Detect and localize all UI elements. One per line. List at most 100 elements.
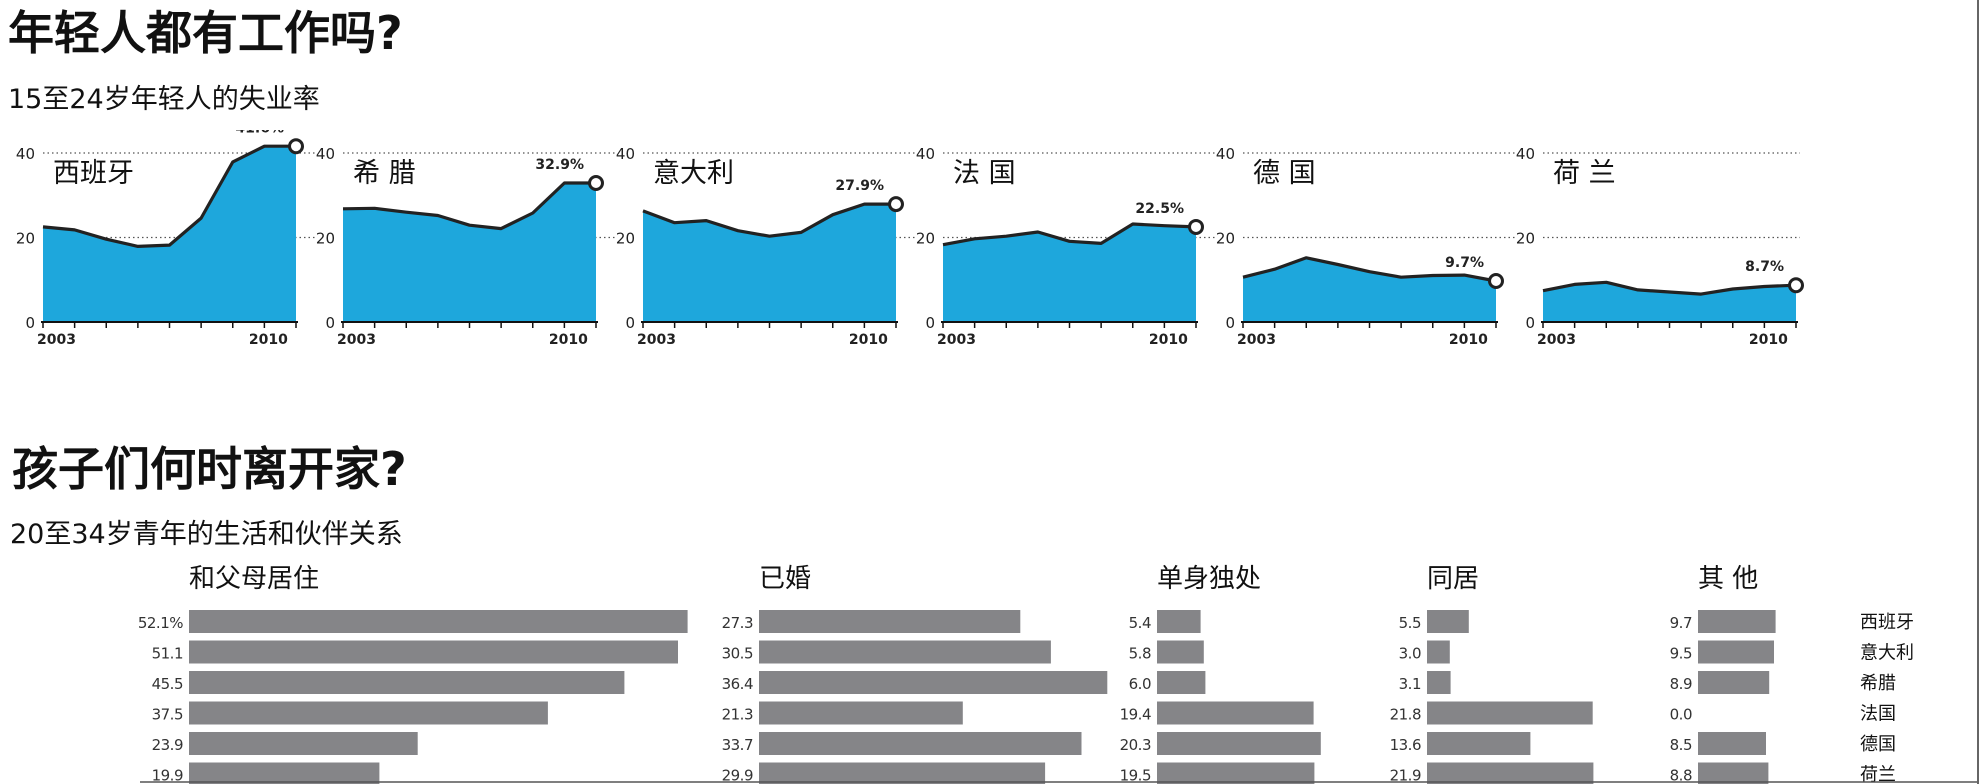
x-tick-label: 2010 bbox=[249, 332, 288, 348]
bar-value-label: 27.3 bbox=[722, 614, 753, 632]
y-tick-label: 40 bbox=[916, 145, 935, 163]
bar bbox=[1427, 640, 1450, 664]
bar-value-label: 19.5 bbox=[1120, 767, 1151, 784]
bar-group-0: 和父母居住 52.1% 51.1 45.5 37.5 23.9 19.9 bbox=[138, 564, 688, 784]
bar bbox=[759, 610, 1021, 633]
x-tick-label: 2003 bbox=[1537, 332, 1576, 348]
bar bbox=[1427, 732, 1531, 755]
series-line bbox=[1242, 256, 1497, 283]
area-fill bbox=[1243, 257, 1496, 322]
bar bbox=[189, 671, 625, 694]
y-tick-label: 0 bbox=[325, 314, 335, 332]
bar-group-header: 同居 bbox=[1427, 564, 1479, 594]
bar-value-label: 5.4 bbox=[1129, 614, 1151, 632]
area-panel-2: 0 20 40 27.9% 2003 2010 意大利 bbox=[616, 145, 916, 348]
unemployment-area-charts: 0 20 40 41.6% 2003 2010 西班牙 0 20 40 32.9% 2003 2010 希… bbox=[16, 130, 1804, 348]
bar bbox=[1157, 762, 1315, 784]
area-panel-0: 0 20 40 41.6% 2003 2010 西班牙 bbox=[16, 130, 316, 348]
panel-country-title: 西班牙 bbox=[53, 158, 134, 189]
end-point-marker bbox=[288, 138, 304, 155]
bar bbox=[1698, 732, 1766, 755]
bar-value-label: 5.5 bbox=[1399, 614, 1421, 632]
x-tick-label: 2003 bbox=[37, 332, 76, 348]
y-tick-label: 40 bbox=[616, 145, 635, 163]
section1-title: 年轻人都有工作吗? bbox=[8, 6, 403, 60]
y-tick-label: 40 bbox=[1216, 145, 1235, 163]
category-label: 意大利 bbox=[1860, 643, 1914, 664]
x-tick-label: 2003 bbox=[337, 332, 376, 348]
area-panel-3: 0 20 40 22.5% 2003 2010 法 国 bbox=[916, 145, 1216, 348]
bar-value-label: 45.5 bbox=[152, 675, 183, 693]
bar-group-header: 其 他 bbox=[1698, 564, 1758, 594]
bar bbox=[759, 762, 1046, 784]
bar-value-label: 36.4 bbox=[722, 675, 753, 693]
bar-value-label: 9.7 bbox=[1670, 614, 1692, 632]
end-value-label: 8.7% bbox=[1745, 259, 1784, 275]
bar bbox=[759, 640, 1051, 664]
bar-value-label: 37.5 bbox=[152, 706, 183, 724]
bar-group-header: 和父母居住 bbox=[189, 564, 319, 594]
y-tick-label: 0 bbox=[1525, 314, 1535, 332]
bar-value-label: 3.1 bbox=[1399, 675, 1421, 693]
y-tick-label: 0 bbox=[625, 314, 635, 332]
bar-value-label: 6.0 bbox=[1129, 675, 1151, 693]
end-point-marker bbox=[588, 174, 604, 191]
bar bbox=[759, 732, 1082, 755]
series-line bbox=[1542, 280, 1797, 296]
end-value-label: 27.9% bbox=[835, 178, 884, 194]
bar bbox=[1427, 701, 1593, 725]
end-value-label: 22.5% bbox=[1135, 201, 1184, 217]
panel-country-title: 意大利 bbox=[653, 158, 734, 189]
bar-value-label: 19.4 bbox=[1120, 706, 1151, 724]
x-tick-label: 2003 bbox=[937, 332, 976, 348]
bar bbox=[189, 701, 548, 725]
panel-country-title: 荷 兰 bbox=[1553, 158, 1616, 189]
category-label: 德国 bbox=[1860, 734, 1896, 755]
y-tick-label: 20 bbox=[1216, 230, 1235, 248]
y-tick-label: 0 bbox=[925, 314, 935, 332]
bar bbox=[189, 640, 678, 664]
section1-subtitle: 15至24岁年轻人的失业率 bbox=[8, 84, 320, 115]
bar bbox=[1698, 610, 1776, 633]
bar-value-label: 29.9 bbox=[722, 767, 753, 784]
bar-group-1: 已婚 27.3 30.5 36.4 21.3 33.7 29.9 bbox=[722, 564, 1108, 784]
page-right-border bbox=[1977, 0, 1979, 784]
bar bbox=[189, 732, 418, 755]
x-tick-label: 2003 bbox=[637, 332, 676, 348]
bar-value-label: 33.7 bbox=[722, 736, 753, 754]
bar-value-label: 21.8 bbox=[1390, 706, 1421, 724]
section2-title: 孩子们何时离开家? bbox=[12, 442, 407, 496]
bar-group-2: 单身独处 5.4 5.8 6.0 19.4 20.3 19.5 bbox=[1120, 564, 1321, 784]
bar-group-header: 单身独处 bbox=[1157, 564, 1261, 594]
bar-value-label: 5.8 bbox=[1129, 645, 1151, 663]
area-fill bbox=[343, 183, 596, 322]
bar bbox=[1157, 671, 1206, 694]
bar-value-label: 8.5 bbox=[1670, 736, 1692, 754]
y-tick-label: 0 bbox=[1225, 314, 1235, 332]
bar bbox=[759, 701, 963, 725]
bar bbox=[759, 671, 1108, 694]
bar-value-label: 8.8 bbox=[1670, 767, 1692, 784]
panel-country-title: 法 国 bbox=[953, 158, 1016, 189]
bar-value-label: 20.3 bbox=[1120, 736, 1151, 754]
category-label: 荷兰 bbox=[1860, 765, 1896, 784]
series-line bbox=[642, 202, 896, 238]
bar-value-label: 52.1% bbox=[138, 614, 183, 632]
bar bbox=[189, 610, 688, 633]
category-label: 希腊 bbox=[1860, 673, 1896, 694]
y-tick-label: 20 bbox=[616, 230, 635, 248]
bar bbox=[1698, 762, 1769, 784]
section2-subtitle: 20至34岁青年的生活和伙伴关系 bbox=[10, 519, 403, 550]
x-tick-label: 2010 bbox=[1449, 332, 1488, 348]
living-arrangement-bar-charts: 和父母居住 52.1% 51.1 45.5 37.5 23.9 19.9 已婚 27.3 30.5… bbox=[138, 564, 1977, 784]
bar bbox=[1427, 671, 1451, 694]
bar bbox=[1427, 762, 1594, 784]
y-tick-label: 40 bbox=[16, 145, 35, 163]
x-tick-label: 2010 bbox=[1149, 332, 1188, 348]
end-point-marker bbox=[1188, 218, 1204, 235]
area-panel-1: 0 20 40 32.9% 2003 2010 希 腊 bbox=[316, 145, 616, 348]
panel-country-title: 德 国 bbox=[1253, 158, 1316, 189]
end-point-marker bbox=[1488, 273, 1504, 290]
end-value-label: 32.9% bbox=[535, 157, 584, 173]
x-tick-label: 2010 bbox=[1749, 332, 1788, 348]
